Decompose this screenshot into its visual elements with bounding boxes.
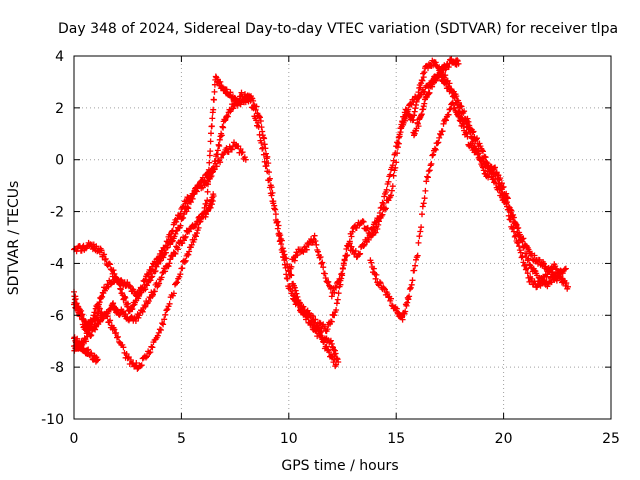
y-tick-label: -8 <box>50 360 64 376</box>
x-tick-label: 5 <box>177 431 186 447</box>
series-arc-9 <box>410 56 462 139</box>
y-tick-label: -10 <box>41 412 64 428</box>
series-markers <box>410 56 462 139</box>
x-tick-label: 15 <box>387 431 405 447</box>
series-arc-8 <box>290 71 571 335</box>
series-markers <box>71 73 342 372</box>
series-arc-4 <box>71 73 342 372</box>
y-axis-label: SDTVAR / TECUs <box>6 181 22 296</box>
y-tick-label: 0 <box>55 153 64 169</box>
chart-title: Day 348 of 2024, Sidereal Day-to-day VTE… <box>58 21 618 37</box>
x-tick-label: 10 <box>280 431 298 447</box>
axis-ticks: 0 5 10 15 20 25 -10 -8 -6 -4 -2 0 2 4 <box>41 49 620 447</box>
y-tick-label: -2 <box>50 205 64 221</box>
series-markers <box>290 71 571 335</box>
y-tick-label: -4 <box>50 256 64 272</box>
y-tick-label: -6 <box>50 308 64 324</box>
x-tick-label: 25 <box>602 431 620 447</box>
y-tick-label: 4 <box>55 49 64 65</box>
plot-frame <box>73 55 612 420</box>
y-tick-label: 2 <box>55 101 64 117</box>
x-tick-label: 20 <box>495 431 513 447</box>
data-series <box>71 56 571 372</box>
x-tick-label: 0 <box>70 431 79 447</box>
grid-lines <box>74 56 611 419</box>
x-axis-label: GPS time / hours <box>281 458 398 474</box>
